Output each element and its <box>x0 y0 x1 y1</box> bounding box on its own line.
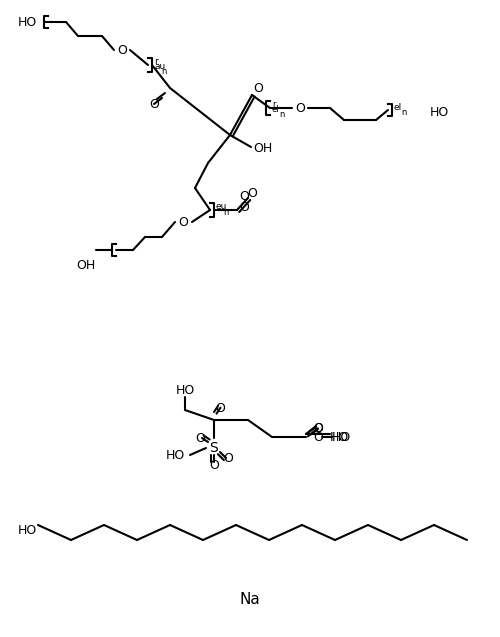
Text: r: r <box>272 99 276 108</box>
Text: O: O <box>209 459 219 471</box>
Text: HO: HO <box>430 106 449 118</box>
Text: el: el <box>394 103 402 111</box>
Text: HO: HO <box>332 431 351 443</box>
Text: eu: eu <box>216 201 228 210</box>
Text: O: O <box>223 452 233 464</box>
Text: HO: HO <box>18 15 38 29</box>
Text: n: n <box>401 108 406 117</box>
Text: O: O <box>313 422 323 434</box>
Text: HO: HO <box>330 431 349 443</box>
Text: HO: HO <box>166 448 185 461</box>
Text: OH: OH <box>253 141 272 155</box>
Text: HO: HO <box>18 524 38 536</box>
Text: O: O <box>295 101 305 115</box>
Text: el: el <box>272 104 280 113</box>
Text: HO: HO <box>176 383 195 396</box>
Text: O: O <box>195 431 205 445</box>
Text: O: O <box>149 97 159 110</box>
Text: n: n <box>279 110 284 118</box>
Text: n: n <box>161 66 166 76</box>
Text: O: O <box>239 189 249 203</box>
Text: O: O <box>253 82 263 94</box>
Text: O: O <box>313 431 323 443</box>
Text: O: O <box>117 43 127 57</box>
Text: O: O <box>215 401 225 415</box>
Text: O: O <box>178 215 188 229</box>
Text: r: r <box>154 57 158 66</box>
Text: Na: Na <box>240 592 260 608</box>
Text: n: n <box>223 208 228 217</box>
Text: O: O <box>239 201 249 213</box>
Text: O: O <box>247 187 257 199</box>
Text: OH: OH <box>76 259 96 271</box>
Text: au: au <box>154 62 166 71</box>
Text: S: S <box>210 441 218 455</box>
Text: O: O <box>313 422 323 434</box>
